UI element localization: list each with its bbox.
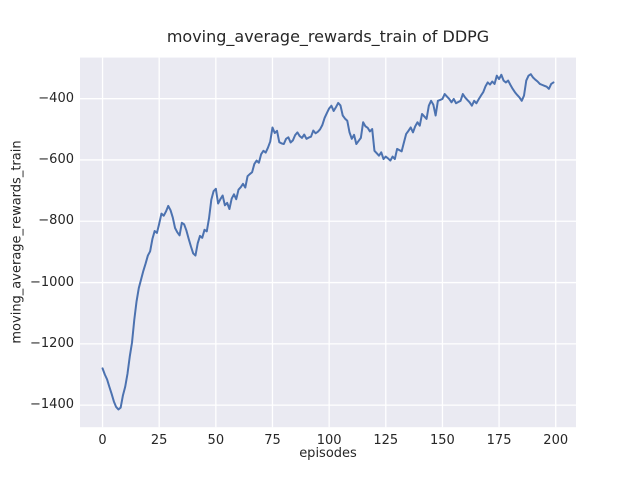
y-axis-label: moving_average_rewards_train: [9, 140, 25, 344]
chart-title: moving_average_rewards_train of DDPG: [166, 27, 490, 46]
y-tick-label: −800: [38, 213, 74, 229]
x-axis-label: episodes: [299, 446, 357, 461]
x-tick-label: 75: [264, 433, 281, 448]
x-tick-label: 125: [373, 433, 399, 448]
series-line: [101, 73, 555, 411]
y-tick-label: −600: [38, 151, 74, 167]
y-tick-label: −1000: [30, 274, 74, 290]
axes-background: [80, 57, 576, 428]
x-tick-label: 200: [543, 433, 569, 448]
y-tick-label: −1400: [30, 397, 74, 413]
x-tick-label: 175: [486, 433, 512, 448]
x-tick-label: 150: [430, 433, 455, 448]
x-tick-label: 0: [98, 433, 107, 448]
y-tick-label: −400: [38, 90, 74, 106]
x-tick-label: 25: [150, 433, 168, 448]
x-tick-label: 50: [207, 433, 225, 448]
x-tick-label: 100: [316, 433, 342, 448]
y-tick-label: −1200: [30, 335, 74, 351]
